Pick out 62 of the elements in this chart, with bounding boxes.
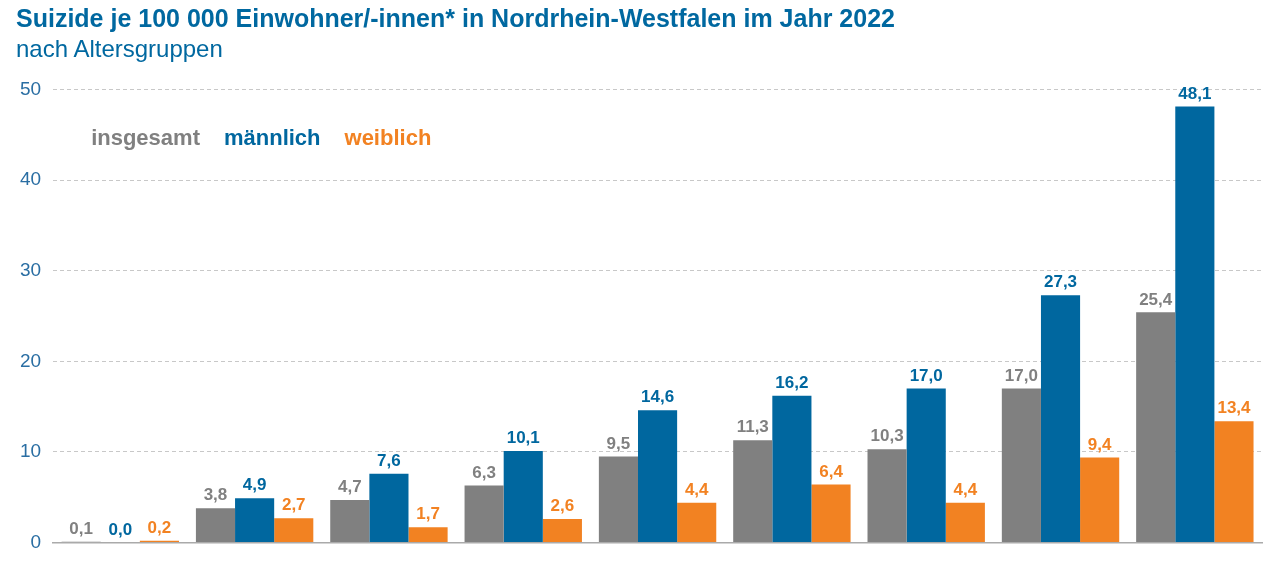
bar <box>1214 421 1254 543</box>
data-label: 4,4 <box>953 479 978 499</box>
bar <box>733 440 773 543</box>
data-label: 25,4 <box>1139 289 1173 309</box>
bar <box>464 485 504 543</box>
y-tick-label: 40 <box>19 168 42 190</box>
text: weiblich <box>343 125 432 151</box>
y-tick-label: 30 <box>19 258 42 280</box>
y-tick-label: 50 <box>19 77 42 99</box>
bar <box>811 484 851 543</box>
data-label: 2,7 <box>281 495 306 515</box>
data-label: 11,3 <box>736 417 769 437</box>
bar <box>1080 457 1120 543</box>
y-tick-label: 0 <box>30 530 42 552</box>
data-label: 2,6 <box>550 496 575 516</box>
data-label: 16,2 <box>775 372 809 392</box>
data-label: 9,4 <box>1087 434 1113 454</box>
data-label: 3,8 <box>203 485 228 505</box>
bar <box>369 473 409 543</box>
bar <box>945 502 985 543</box>
bar <box>330 500 370 543</box>
data-label: 9,5 <box>606 433 631 453</box>
data-label: 17,0 <box>909 365 943 385</box>
data-label: 13,4 <box>1217 398 1252 418</box>
data-label: 27,3 <box>1043 272 1078 292</box>
bar <box>503 451 543 543</box>
data-label: 0,0 <box>108 519 133 539</box>
bar <box>235 498 275 543</box>
bar <box>677 502 717 543</box>
chart-subtitle: nach Altersgruppen <box>16 35 223 63</box>
y-tick-label: 20 <box>19 349 42 371</box>
bar <box>638 410 678 543</box>
data-label: 48,1 <box>1178 83 1212 103</box>
bar <box>542 519 582 543</box>
bar <box>1175 106 1215 543</box>
data-label: 6,4 <box>819 461 844 481</box>
data-label: 10,1 <box>506 428 540 448</box>
bar <box>867 449 907 543</box>
data-label: 17,0 <box>1004 365 1038 385</box>
text: insgesamt <box>91 125 201 151</box>
text: männlich <box>223 125 321 151</box>
bar <box>1136 312 1176 543</box>
data-label: 10,3 <box>870 426 904 446</box>
bar <box>1040 295 1081 543</box>
data-label: 0,1 <box>69 518 93 538</box>
data-label: 1,7 <box>416 504 440 524</box>
data-label: 4,7 <box>337 477 362 497</box>
data-label: 0,2 <box>147 517 172 537</box>
bar <box>906 388 946 543</box>
data-label: 7,6 <box>377 450 401 470</box>
y-tick-label: 10 <box>19 440 42 462</box>
bar <box>1001 388 1041 543</box>
data-label: 4,4 <box>684 479 710 499</box>
bar <box>274 518 314 543</box>
data-label: 6,3 <box>472 462 496 482</box>
bar <box>408 527 448 543</box>
bar <box>772 395 812 543</box>
chart-title: Suizide je 100 000 Einwohner/-innen* in Nordrhein-Westfalen im Jahr 2022 <box>16 4 895 33</box>
data-label: 14,6 <box>641 387 675 407</box>
data-label: 4,9 <box>242 475 267 495</box>
bar <box>195 508 236 543</box>
bar <box>598 456 638 543</box>
